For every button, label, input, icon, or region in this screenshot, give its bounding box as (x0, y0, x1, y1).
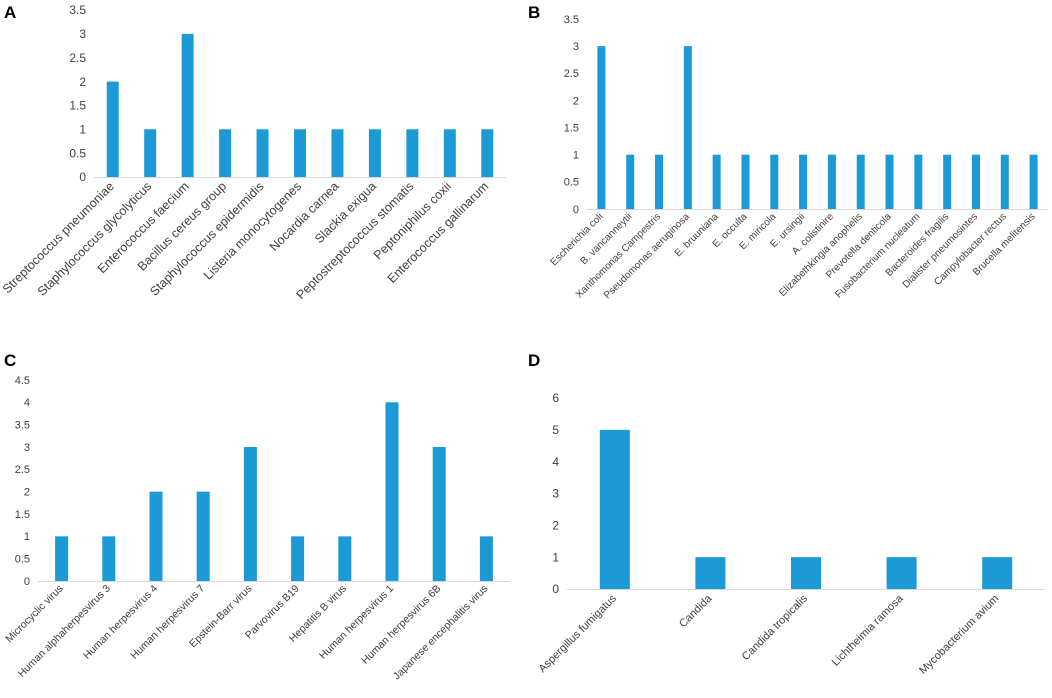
y-tick-label: 0 (24, 576, 30, 588)
category-label: B. vancanneytii (579, 211, 635, 267)
bar (626, 154, 635, 209)
y-tick-label: 4 (552, 455, 559, 469)
bar (712, 154, 721, 209)
bar (655, 154, 664, 209)
y-tick-label: 1 (79, 122, 86, 136)
category-label: Lichtheimia ramosa (830, 592, 907, 669)
y-tick-label: 2.5 (69, 51, 86, 65)
y-tick-label: 3.5 (564, 14, 579, 26)
bar (196, 491, 210, 581)
y-tick-label: 1 (552, 550, 559, 564)
y-tick-label: 6 (552, 391, 559, 405)
y-tick-label: 3 (573, 41, 579, 53)
bar (55, 536, 69, 581)
y-tick-label: 5 (552, 423, 559, 437)
panel-letter-c: C (4, 351, 16, 370)
y-tick-label: 4 (24, 397, 30, 409)
bar (982, 557, 1013, 589)
y-tick-label: 2 (79, 75, 86, 89)
y-tick-label: 0.5 (564, 177, 579, 189)
bar (971, 154, 980, 209)
y-tick-label: 3 (24, 442, 30, 454)
bar (368, 129, 381, 177)
bar (102, 536, 116, 581)
y-tick-label: 3 (79, 27, 86, 41)
bar (331, 129, 344, 177)
y-tick-label: 2.5 (15, 464, 30, 476)
y-tick-label: 2 (552, 519, 559, 533)
bar (914, 154, 923, 209)
y-tick-label: 0.5 (69, 146, 86, 160)
category-label: Aspergillus fumigatus (536, 592, 619, 675)
bar (385, 402, 399, 581)
bar (770, 154, 779, 209)
bar (597, 46, 606, 210)
bar (856, 154, 865, 209)
category-label: Human herpesvirus 6B (359, 583, 443, 667)
bar (243, 447, 257, 581)
y-tick-label: 2.5 (564, 68, 579, 80)
y-tick-label: 0.5 (15, 554, 30, 566)
bar (886, 557, 917, 589)
y-tick-label: 2 (24, 487, 30, 499)
bar (479, 536, 493, 581)
bar (943, 154, 952, 209)
y-tick-label: 3 (552, 487, 559, 501)
y-tick-label: 0 (79, 170, 86, 184)
bar (256, 129, 269, 177)
y-tick-label: 2 (573, 95, 579, 107)
y-tick-label: 0 (573, 204, 579, 216)
bar (406, 129, 419, 177)
panel-letter-b: B (528, 3, 540, 22)
bar (338, 536, 352, 581)
y-tick-label: 3.5 (69, 3, 86, 17)
category-label: Candida (677, 592, 715, 630)
bar (695, 557, 726, 589)
panel-letter-a: A (4, 3, 16, 22)
y-tick-label: 4.5 (15, 375, 30, 387)
bar (181, 33, 194, 177)
y-tick-label: 1 (573, 150, 579, 162)
category-label: Human alphaherpesvirus 3 (16, 583, 113, 680)
bar (1000, 154, 1009, 209)
bar (827, 154, 836, 209)
bar (481, 129, 494, 177)
y-tick-label: 0 (552, 582, 559, 596)
category-label: Japanese encephalitis virus (391, 583, 491, 683)
bar (599, 429, 630, 589)
bar (149, 491, 163, 581)
bar (799, 154, 808, 209)
bar (791, 557, 821, 589)
bar (885, 154, 894, 209)
bar (144, 129, 157, 177)
bar (106, 81, 119, 177)
panel-letter-d: D (528, 351, 540, 370)
bar (683, 46, 692, 210)
y-tick-label: 1 (24, 531, 30, 543)
bar (741, 154, 750, 209)
bar (432, 447, 446, 581)
category-label: Mycobacterium avium (917, 593, 1001, 677)
y-tick-label: 1.5 (69, 99, 86, 113)
bar (443, 129, 456, 177)
y-tick-label: 3.5 (15, 420, 30, 432)
chart-panel-d: D 0 1 2 3 4 5 6 Aspergillus fumigatus Candida Cand… (528, 351, 1045, 677)
bar (291, 536, 305, 581)
y-tick-label: 1.5 (564, 122, 579, 134)
bar (219, 129, 232, 177)
bar (1029, 154, 1038, 209)
y-tick-label: 1.5 (15, 509, 30, 521)
bar (294, 129, 306, 177)
category-label: Candida tropicalis (740, 592, 811, 663)
